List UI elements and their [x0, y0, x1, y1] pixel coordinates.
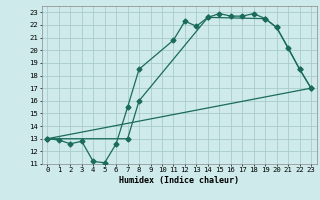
X-axis label: Humidex (Indice chaleur): Humidex (Indice chaleur) [119, 176, 239, 185]
